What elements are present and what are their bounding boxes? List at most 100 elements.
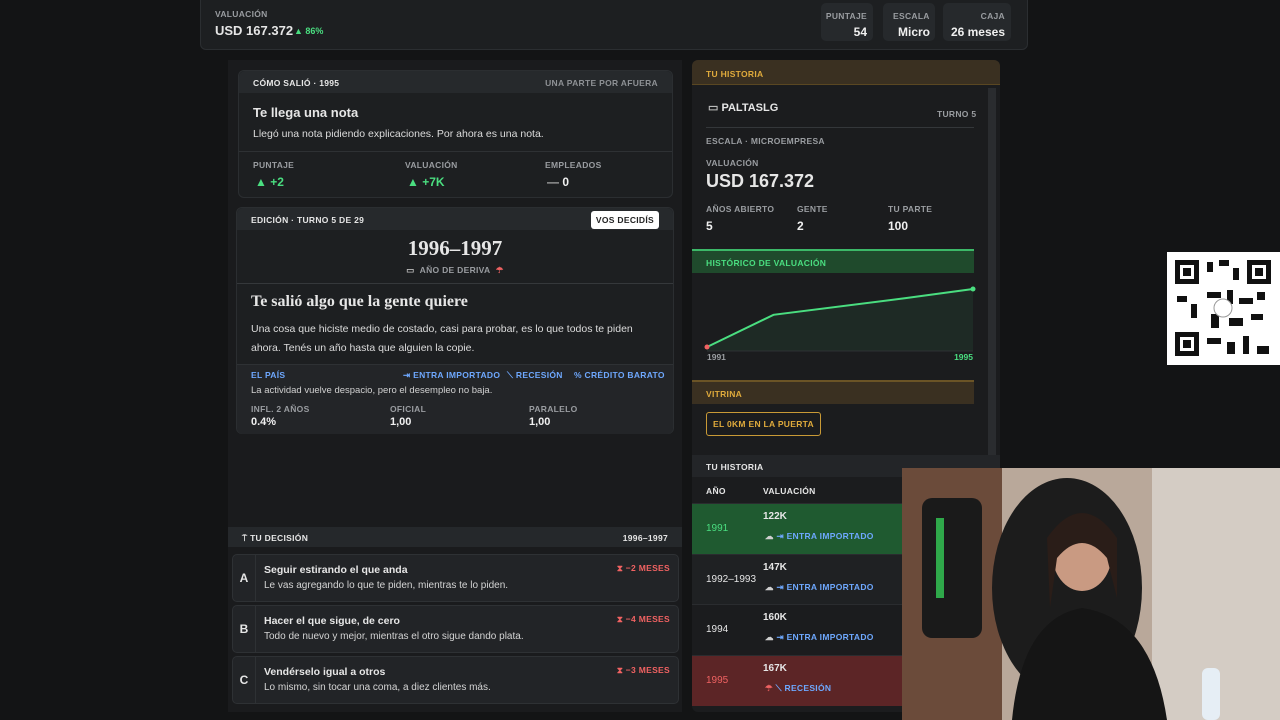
chart-header xyxy=(692,249,974,273)
tag: ⟍ RECESIÓN xyxy=(507,370,563,380)
valuation: 167K xyxy=(763,662,787,674)
history-row: 1994 160K ☁ ⇥ ENTRA IMPORTADO xyxy=(692,604,902,655)
event: ☁ ⇥ ENTRA IMPORTADO xyxy=(765,632,874,643)
tag-text: RECESIÓN xyxy=(515,370,563,380)
text: PALTASLG xyxy=(721,102,779,114)
title: Te llega una nota xyxy=(253,105,359,120)
event-icon: ⟍ xyxy=(775,682,785,693)
tag: % CRÉDITO BARATO xyxy=(574,370,665,380)
years: 1996–1997 xyxy=(407,236,503,260)
edition-card: EDICIÓN · TURNO 5 DE 29 VOS DECIDÍS 1996… xyxy=(236,207,674,434)
value: 1,00 xyxy=(390,416,412,428)
text: Llegó una nota pidiendo explicaciones. P… xyxy=(253,128,544,140)
label: OFICIAL xyxy=(390,404,427,414)
history-row: 1991 122K ☁ ⇥ ENTRA IMPORTADO xyxy=(692,503,902,554)
showcase-item[interactable]: EL 0KM EN LA PUERTA xyxy=(706,412,821,436)
option-key: B xyxy=(233,606,256,652)
text: TU DECISIÓN xyxy=(250,533,309,543)
option-title: Seguir estirando el que anda xyxy=(264,564,408,576)
point xyxy=(704,344,710,350)
column: AÑO xyxy=(706,486,726,496)
line xyxy=(706,288,974,348)
header: EDICIÓN · TURNO 5 DE 29 xyxy=(251,215,365,225)
cost-text: −2 MESES xyxy=(625,563,670,573)
valuation: USD 167.372 xyxy=(706,171,815,191)
year: 1995 xyxy=(706,674,729,686)
header: CÓMO SALIÓ · 1995 xyxy=(253,78,340,88)
showcase-title: VITRINA xyxy=(706,389,743,399)
valuation: 160K xyxy=(763,612,787,623)
point xyxy=(970,286,976,292)
value: 26 meses xyxy=(950,25,1005,39)
value: 54 xyxy=(853,25,867,39)
icon: ☁ xyxy=(765,632,777,642)
label: ESCALA xyxy=(893,11,930,21)
country-box xyxy=(237,364,673,434)
value: ▲ +2 xyxy=(255,175,284,189)
qr-code xyxy=(1167,252,1280,365)
event: ☂ ⟍ RECESIÓN xyxy=(765,683,831,694)
valuation: 147K xyxy=(763,561,787,573)
country-text: La actividad vuelve despacio, pero el de… xyxy=(251,385,493,396)
cost-text: −3 MESES xyxy=(625,665,670,675)
label: GENTE xyxy=(797,204,828,214)
divider xyxy=(237,283,673,284)
option-cost: ⧗ −2 MESES xyxy=(616,563,670,573)
showcase-header xyxy=(692,380,974,404)
option-cost: ⧗ −3 MESES xyxy=(616,665,670,675)
icon: ☂ xyxy=(765,682,776,693)
event-text: ENTRA IMPORTADO xyxy=(786,581,874,592)
panel-header xyxy=(692,60,1000,85)
label: VALUACIÓN xyxy=(215,9,268,19)
button[interactable]: VOS DECIDÍS xyxy=(590,211,659,229)
divider xyxy=(706,127,974,128)
event-text: ENTRA IMPORTADO xyxy=(786,632,874,642)
label: PARALELO xyxy=(529,404,578,414)
body: Una cosa que hiciste medio de costado, c… xyxy=(251,323,633,354)
title: ⍑ TU DECISIÓN xyxy=(242,533,309,543)
chart-title: HISTÓRICO DE VALUACIÓN xyxy=(706,258,827,268)
event: ☁ ⇥ ENTRA IMPORTADO xyxy=(765,531,874,542)
year: 1994 xyxy=(706,624,729,635)
option-title: Vendérselo igual a otros xyxy=(264,666,386,678)
change-value: 86% xyxy=(305,26,324,36)
value: 5 xyxy=(706,219,713,233)
text: AÑO DE DERIVA xyxy=(419,265,491,275)
tag: UNA PARTE POR AFUERA xyxy=(545,78,658,88)
stat: PUNTAJE 54 xyxy=(821,3,873,41)
option[interactable]: A Seguir estirando el que anda Le vas agre… xyxy=(232,554,679,602)
option-cost: ⧗ −4 MESES xyxy=(616,614,670,624)
num: 0 xyxy=(562,175,570,189)
option-key: A xyxy=(233,555,256,601)
top-bar: VALUACIÓN USD 167.372 ▲ 86% PUNTAJE 54 E… xyxy=(200,0,1028,50)
icon: ☁ xyxy=(765,531,777,541)
event-text: RECESIÓN xyxy=(784,682,832,693)
value: 1,00 xyxy=(529,416,551,428)
option[interactable]: B Hacer el que sigue, de cero Todo de nuev… xyxy=(232,605,679,653)
event-icon: ⇥ xyxy=(776,531,787,541)
card-header xyxy=(239,71,672,93)
label: VALUACIÓN xyxy=(405,160,458,170)
option-text: Todo de nuevo y mejor, mientras el otro … xyxy=(264,631,524,642)
label: AÑOS ABIERTO xyxy=(706,204,775,214)
label: CAJA xyxy=(980,11,1005,21)
num: +2 xyxy=(270,175,284,189)
icon: ☁ xyxy=(765,581,777,592)
tag: ⇥ ENTRA IMPORTADO xyxy=(403,370,501,380)
option[interactable]: C Vendérselo igual a otros Lo mismo, sin t… xyxy=(232,656,679,704)
scale: ESCALA · MICROEMPRESA xyxy=(706,136,825,146)
divider xyxy=(239,151,672,152)
years: 1996–1997 xyxy=(622,533,668,543)
label: VALUACIÓN xyxy=(706,158,759,168)
label: PUNTAJE xyxy=(825,11,867,21)
x-label: 1991 xyxy=(707,352,726,362)
label: PUNTAJE xyxy=(253,160,295,170)
column: VALUACIÓN xyxy=(763,486,816,496)
option-key: C xyxy=(233,657,256,703)
label: EMPLEADOS xyxy=(545,160,602,170)
event: ☁ ⇥ ENTRA IMPORTADO xyxy=(765,582,874,593)
webcam-scene xyxy=(902,468,1280,720)
headline: Te salió algo que la gente quiere xyxy=(251,293,468,310)
valuation: USD 167.372 xyxy=(215,23,294,38)
